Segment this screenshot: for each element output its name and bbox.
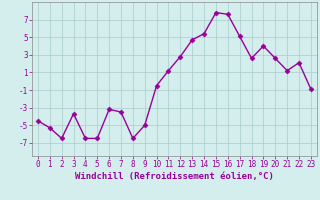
- X-axis label: Windchill (Refroidissement éolien,°C): Windchill (Refroidissement éolien,°C): [75, 172, 274, 181]
